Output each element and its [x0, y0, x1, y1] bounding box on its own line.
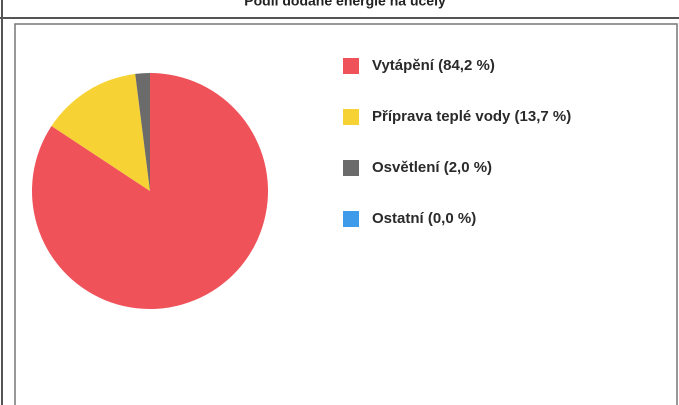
legend-swatch [343, 160, 359, 176]
legend-swatch [343, 109, 359, 125]
pie-slice [32, 73, 269, 309]
legend-swatch [343, 58, 359, 74]
legend-label: Ostatní (0,0 %) [372, 210, 476, 227]
chart-title: Podíl dodané energie na účely [244, 0, 446, 9]
legend-label: Příprava teplé vody (13,7 %) [372, 108, 571, 125]
pie-slice [135, 73, 150, 191]
pie-slice [51, 73, 151, 191]
plot-frame [14, 23, 678, 405]
legend-swatch [343, 211, 359, 227]
legend-label: Osvětlení (2,0 %) [372, 159, 492, 176]
legend-label: Vytápění (84,2 %) [372, 57, 495, 74]
